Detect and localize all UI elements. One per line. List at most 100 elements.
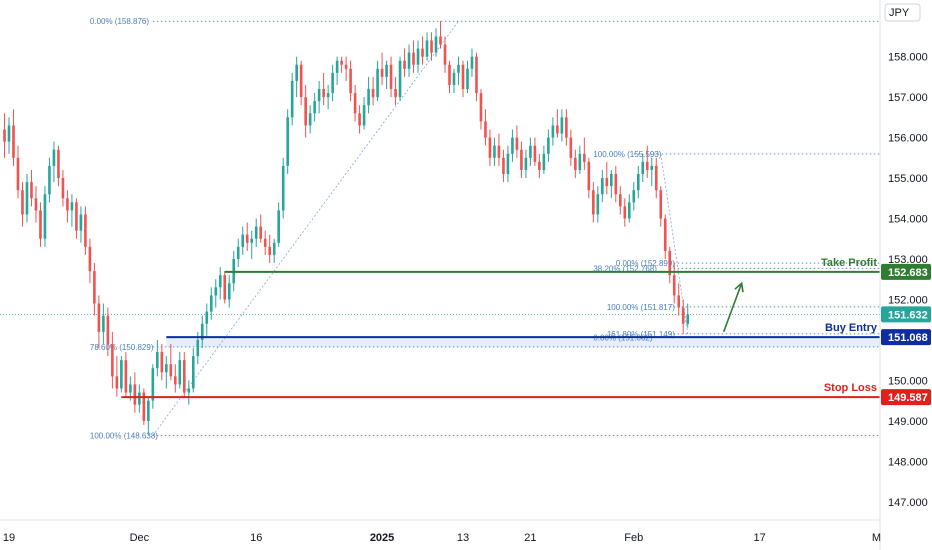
candle-body [227,283,231,300]
candle-body [223,275,227,300]
trade-levels: Take Profit Buy Entry Stop Loss [121,257,880,399]
candle-body [272,242,276,255]
candle-body [484,121,487,138]
stop-loss-label: Stop Loss [824,382,877,394]
time-tick: 19 [3,532,15,544]
candle-body [434,36,438,53]
candle-body [353,93,357,114]
candle-body [362,105,366,126]
candle-body [30,182,33,199]
candle-body [236,246,240,259]
candle-body [556,125,559,134]
candle-body [681,307,685,324]
candle-body [502,157,505,175]
candle-body [151,368,155,401]
candle-body [61,178,65,199]
take-profit-badge-value: 152.683 [888,267,928,279]
time-tick: M [872,532,881,544]
time-tick: Dec [130,532,150,544]
candle-body [403,60,406,69]
candle-body [16,157,20,191]
candle-body [169,364,173,377]
price-tick: 158.000 [888,52,928,64]
candle-body [52,149,56,166]
currency-badge [884,3,921,22]
candle-body [178,360,182,385]
candle-body [452,72,456,85]
candle-body [659,190,663,219]
candle-body [385,64,388,77]
price-tick: 156.000 [888,133,928,145]
candle-body [25,182,29,215]
candle-body [488,137,492,158]
current-price-badge [881,306,931,323]
candle-body [200,323,204,340]
candle-body [448,64,451,85]
price-tick: 153.000 [888,254,928,266]
candle-body [187,388,191,393]
candle-body [439,36,442,45]
candle-body [443,44,447,65]
candle-body [457,64,460,73]
buy-zone [166,337,881,347]
candle-body [493,145,496,158]
candle-body [654,165,658,191]
candle-body [165,364,168,373]
candle-body [358,113,361,126]
candle-body [497,145,501,158]
candle-body [578,153,582,170]
candle-body [286,117,289,166]
candle-body [160,352,164,373]
fib-label: 100.00% (155.593) [593,150,661,159]
candle-body [645,161,649,170]
candle-body [470,56,474,69]
buy-entry-badge [881,329,931,346]
fib-label: 38.20% (152.768) [593,264,657,273]
candle-body [241,234,245,247]
candle-body [335,60,339,73]
candle-body [610,174,613,187]
take-profit-badge [881,263,931,280]
candle-body [93,271,96,304]
candle-body [376,68,379,98]
price-tick: 154.000 [888,214,928,226]
candle-body [583,153,586,162]
candle-body [295,64,298,81]
time-tick: Feb [624,532,643,544]
candle-body [218,275,222,288]
candle-body [75,202,78,231]
candle-body [97,303,101,332]
candle-body [57,149,60,179]
candle-body [641,161,645,175]
currency-label: JPY [889,7,910,19]
candle-body [129,384,132,393]
candle-body [421,48,424,57]
direction-arrow [722,281,744,333]
candle-body [506,153,510,175]
candle-body [686,314,690,324]
candle-body [317,89,321,102]
candle-body [12,125,15,158]
candle-body [340,60,343,65]
candle-body [511,137,514,154]
candle-body [538,161,541,170]
time-tick: 17 [754,532,766,544]
candle-body [668,250,672,276]
candle-body [331,72,334,94]
candle-body [115,376,119,389]
candle-body [79,214,83,231]
candle-body [182,360,186,393]
candle-body [21,190,24,215]
candle-body [672,275,676,296]
candle-body [124,360,128,393]
candle-body [466,68,469,90]
candle-body [636,174,640,191]
candle-body [196,339,200,357]
candle-body [308,113,312,126]
price-tick: 157.000 [888,92,928,104]
candle-body [618,194,622,207]
candle-body [304,97,307,126]
candle-body [326,93,330,98]
